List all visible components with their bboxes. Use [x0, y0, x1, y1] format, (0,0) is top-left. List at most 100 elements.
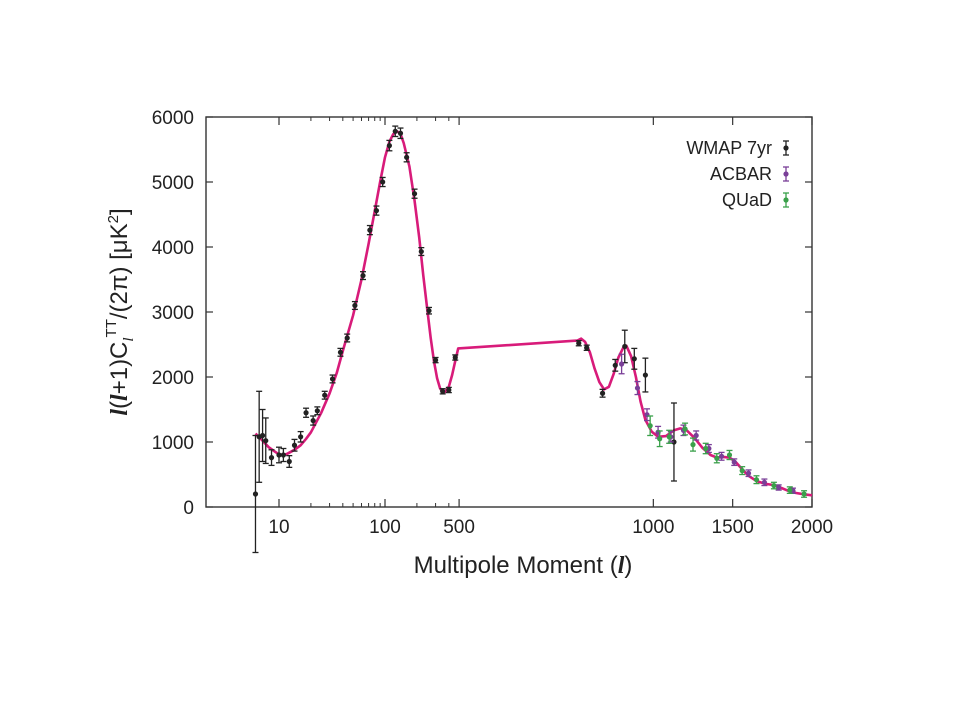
data-point [291, 438, 298, 452]
data-marker [693, 432, 699, 439]
data-marker [360, 273, 366, 279]
data-point [753, 475, 760, 485]
y-tick-label: 0 [183, 498, 194, 519]
x-tick-label: 10 [268, 517, 289, 538]
data-marker [298, 434, 304, 440]
data-marker [392, 128, 398, 134]
data-point [583, 344, 590, 352]
data-point [286, 454, 293, 469]
legend-item: QUaD [722, 190, 789, 210]
x-tick-label: 1500 [712, 517, 754, 538]
data-point [621, 329, 628, 364]
data-point [726, 449, 733, 461]
data-marker [690, 442, 696, 448]
legend-label: WMAP 7yr [686, 138, 772, 158]
data-point [745, 469, 752, 478]
data-marker [432, 357, 439, 363]
data-point [314, 406, 321, 416]
data-point [631, 347, 638, 370]
data-marker [268, 455, 275, 461]
data-marker [666, 434, 672, 440]
data-marker [726, 452, 733, 458]
data-point [731, 458, 738, 467]
data-point [647, 415, 654, 437]
data-point [329, 374, 336, 384]
data-points-layer [252, 125, 808, 554]
data-point [575, 339, 582, 347]
data-point [775, 484, 782, 491]
data-marker [322, 392, 328, 398]
data-point [344, 333, 351, 343]
legend-marker [783, 145, 789, 151]
data-point [392, 125, 399, 138]
data-point [452, 354, 459, 361]
data-point [718, 451, 725, 461]
data-marker [731, 459, 737, 465]
data-marker [647, 423, 653, 429]
legend: WMAP 7yr ACBAR QUaD [686, 138, 789, 210]
data-marker [352, 302, 358, 309]
x-axis-title: Multipole Moment (l) [414, 552, 633, 579]
data-point [656, 430, 663, 448]
data-marker [291, 442, 298, 448]
data-marker [631, 356, 637, 362]
data-point [599, 388, 606, 398]
data-marker [380, 179, 386, 185]
data-marker [584, 345, 590, 351]
data-point [411, 188, 418, 199]
data-marker [718, 453, 725, 459]
plot-area: 0 1000 2000 3000 4000 5000 6000 10 100 500 1000 15… [152, 108, 833, 554]
data-point [310, 415, 317, 426]
legend-label: ACBAR [710, 164, 772, 184]
data-marker [252, 491, 259, 497]
data-point [786, 486, 793, 495]
data-point [366, 224, 373, 236]
data-point [418, 246, 425, 257]
data-marker [276, 452, 282, 458]
y-tick-label: 6000 [152, 108, 194, 129]
data-marker [418, 248, 424, 255]
series-wmap-7yr [252, 125, 677, 554]
data-point [276, 446, 282, 464]
data-marker [801, 491, 807, 497]
x-tick-label: 100 [369, 517, 401, 538]
data-marker [776, 484, 782, 491]
data-marker [263, 438, 269, 444]
data-marker [703, 445, 709, 452]
data-point [670, 402, 677, 482]
y-tick-label: 5000 [152, 173, 194, 194]
legend-marker [783, 171, 789, 177]
data-point [386, 139, 393, 152]
x-tick-label: 500 [443, 517, 475, 538]
data-point [397, 127, 404, 140]
legend-item: WMAP 7yr [686, 138, 789, 158]
legend-item: ACBAR [710, 164, 789, 184]
data-marker [280, 452, 286, 458]
data-point [280, 447, 287, 463]
data-marker [367, 227, 373, 233]
data-marker [682, 426, 688, 432]
data-point [379, 176, 386, 188]
data-marker [286, 458, 292, 465]
data-point [761, 478, 768, 487]
data-point [634, 380, 641, 396]
data-marker [411, 191, 418, 197]
data-marker [373, 208, 380, 214]
data-point [713, 453, 720, 464]
data-marker [314, 408, 320, 414]
data-marker [787, 487, 793, 493]
data-marker [337, 349, 344, 355]
data-marker [303, 410, 309, 416]
data-marker [761, 479, 768, 485]
data-point [425, 306, 432, 315]
y-tick-label: 4000 [152, 238, 194, 259]
data-point [705, 443, 712, 454]
legend-label: QUaD [722, 190, 772, 210]
data-marker [657, 436, 663, 442]
y-axis: 0 1000 2000 3000 4000 5000 6000 [152, 108, 812, 519]
data-marker [671, 439, 677, 445]
data-marker [714, 455, 720, 461]
y-tick-label: 1000 [152, 433, 194, 454]
